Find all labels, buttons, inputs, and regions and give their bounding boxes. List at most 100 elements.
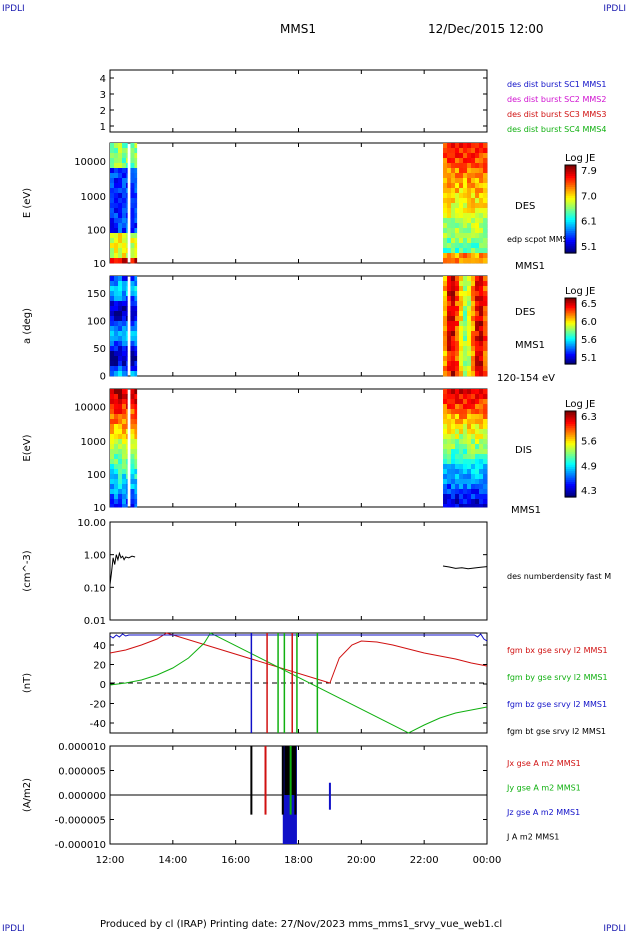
spectrogram-cell [126, 228, 128, 234]
spectrogram-cell [134, 291, 138, 297]
spectrogram-cell [118, 444, 123, 450]
spectrogram-cell [475, 331, 480, 337]
colorbar-segment [565, 413, 576, 416]
spectrogram-cell [475, 341, 480, 347]
colorbar-segment [565, 432, 576, 436]
spectrogram-cell [479, 321, 484, 327]
colorbar-segment [565, 306, 576, 309]
spectrogram-cell [463, 361, 468, 367]
spectrogram-cell [455, 494, 460, 500]
spectrogram-cell [463, 499, 468, 505]
spectrogram-cell [483, 233, 488, 239]
spectrogram-cell [118, 424, 123, 430]
spectrogram-cell [455, 208, 460, 214]
spectrogram-cell [471, 258, 476, 264]
x-tick-label: 16:00 [221, 855, 250, 866]
spectrogram-cell [459, 296, 464, 302]
spectrogram-cell [471, 361, 476, 367]
colorbar-segment [565, 226, 576, 230]
corner-label-bottom-left: IPDLI [2, 924, 25, 934]
panel-frame-des-energy [109, 142, 488, 264]
spectrogram-cell [475, 148, 480, 154]
spectrogram-cell [118, 183, 123, 189]
spectrogram-cell [130, 444, 135, 450]
spectrogram-cell [110, 276, 115, 282]
spectrogram-cell [110, 163, 115, 169]
spectrogram-cell [467, 163, 472, 169]
spectrogram-cell [443, 178, 448, 184]
spectrogram-cell [443, 346, 448, 352]
spectrogram-cell [443, 479, 448, 485]
spectrogram-cell [479, 188, 484, 194]
spectrogram-cell [134, 223, 138, 229]
spectrogram-cell [479, 238, 484, 244]
colorbar-tick-label: 4.9 [581, 461, 597, 472]
x-tick-label: 22:00 [410, 855, 439, 866]
legend-entry: des dist burst SC1 MMS1 [507, 80, 606, 89]
spectrogram-cell [443, 404, 448, 410]
colorbar-segment [565, 345, 576, 349]
spectrogram-cell [459, 336, 464, 342]
spectrogram-cell [475, 389, 480, 395]
spectrogram-cell [459, 474, 464, 480]
legend-entry: Jz gse A m2 MMS1 [506, 808, 580, 817]
spectrogram-cell [122, 469, 127, 475]
spectrogram-cell [118, 143, 123, 149]
spectrogram-cell [483, 193, 488, 199]
spectrogram-cell [130, 203, 135, 209]
spectrogram-cell [110, 208, 115, 214]
spectrogram-cell [130, 193, 135, 199]
spectrogram-cell [467, 419, 472, 425]
colorbar-segment [565, 458, 576, 462]
spectrogram-cell [451, 479, 456, 485]
spectrogram-cell [471, 484, 476, 490]
spectrogram-cell [122, 286, 127, 292]
spectrogram-cell [467, 499, 472, 505]
spectrogram-cell [110, 173, 115, 179]
colorbar-segment [565, 464, 576, 468]
spectrogram-cell [483, 148, 488, 154]
spectrogram-cell [455, 366, 460, 372]
spectrogram-cell [475, 258, 480, 264]
spectrogram-cell [471, 444, 476, 450]
spectrogram-cell [122, 424, 127, 430]
spectrogram-cell [114, 371, 119, 377]
colorbar-segment [565, 184, 576, 188]
spectrogram-cell [483, 203, 488, 209]
spectrogram-cell [483, 469, 488, 475]
spectrogram-cell [471, 399, 476, 405]
spectrogram-cell [463, 489, 468, 495]
spectrogram-cell [114, 484, 119, 490]
spectrogram-cell [118, 178, 123, 184]
spectrogram-cell [459, 419, 464, 425]
colorbar-segment [565, 309, 576, 312]
spectrogram-cell [479, 429, 484, 435]
colorbar-segment [565, 430, 576, 434]
spectrogram-cell [114, 366, 119, 372]
panel-label: MMS1 [511, 505, 541, 516]
spectrogram-cell [134, 148, 138, 154]
spectrogram-cell [447, 489, 452, 495]
spectrogram-cell [463, 178, 468, 184]
spectrogram-cell [475, 183, 480, 189]
spectrogram-cell [122, 228, 127, 234]
spectrogram-cell [475, 253, 480, 259]
spectrogram-cell [483, 489, 488, 495]
spectrogram-cell [467, 414, 472, 420]
spectrogram-cell [447, 341, 452, 347]
spectrogram-cell [130, 394, 135, 400]
spectrogram-cell [459, 394, 464, 400]
colorbar-segment [565, 220, 576, 223]
spectrogram-cell [447, 474, 452, 480]
spectrogram-cell [130, 449, 135, 455]
spectrogram-cell [114, 499, 119, 505]
spectrogram-cell [447, 238, 452, 244]
spectrogram-cell [451, 321, 456, 327]
spectrogram-cell [467, 253, 472, 259]
spectrogram-cell [122, 429, 127, 435]
spectrogram-cell [483, 424, 488, 430]
spectrogram-cell [447, 143, 452, 149]
spectrogram-cell [122, 258, 127, 264]
spectrogram-cell [110, 459, 115, 465]
spectrogram-cell [483, 143, 488, 149]
